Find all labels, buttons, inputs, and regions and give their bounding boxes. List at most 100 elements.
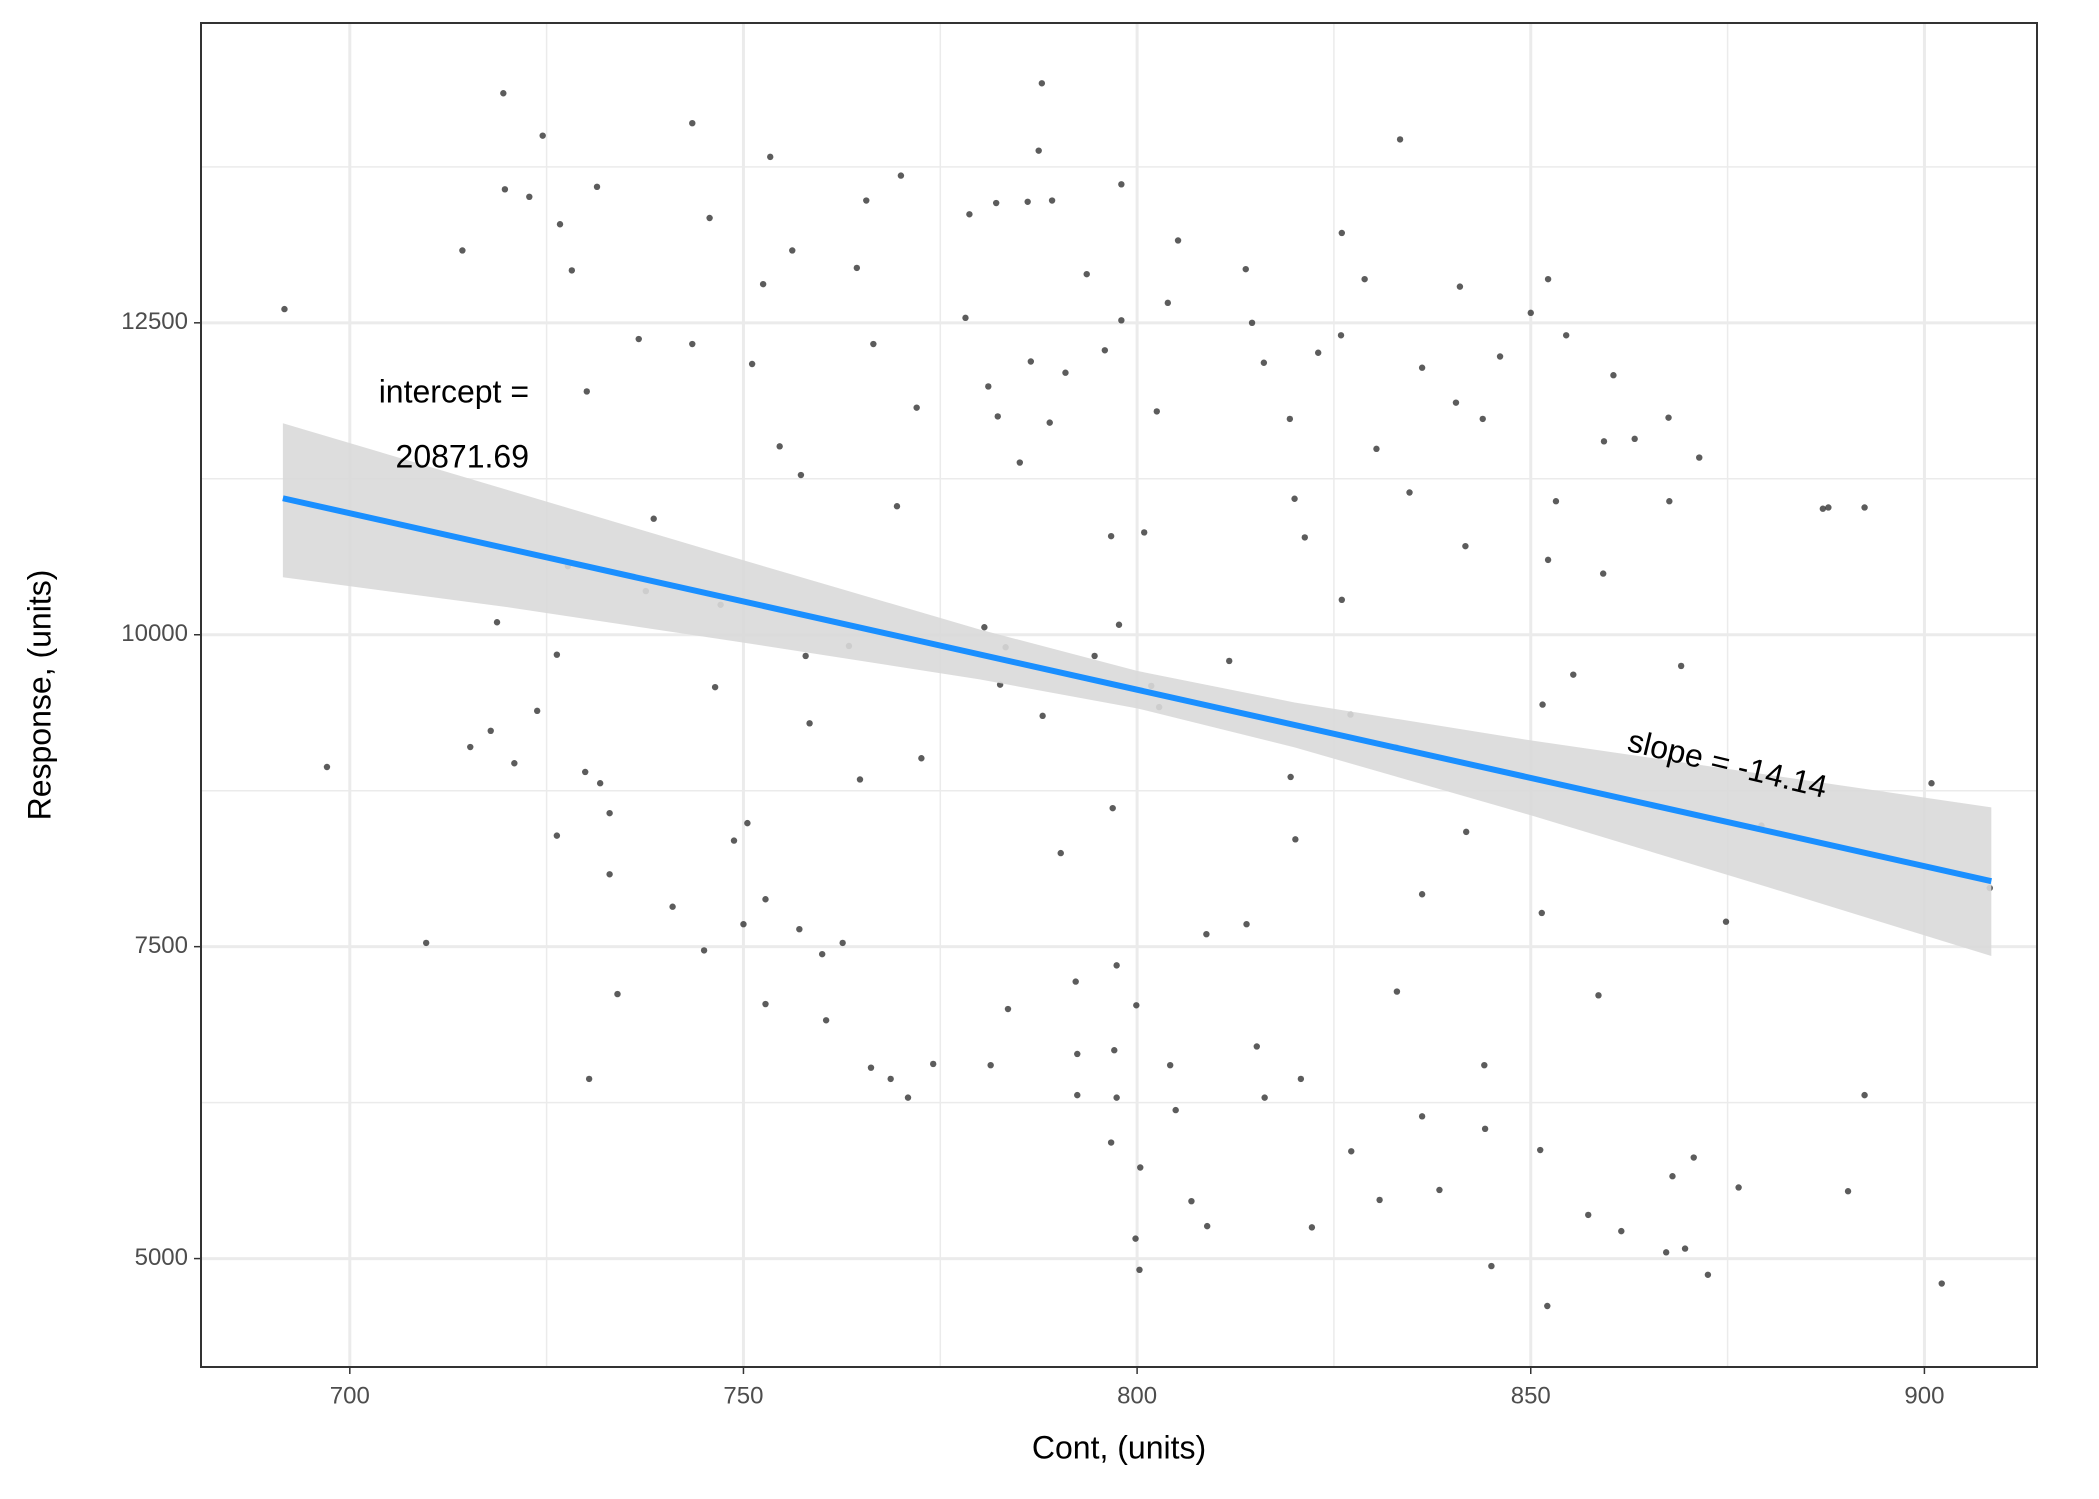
point: [797, 471, 805, 479]
point: [1038, 80, 1046, 87]
point: [1544, 275, 1552, 283]
point: [1203, 1222, 1211, 1230]
point: [1631, 435, 1638, 443]
point: [1164, 299, 1172, 307]
point: [1527, 309, 1534, 317]
point: [839, 939, 846, 947]
point: [635, 335, 642, 343]
point: [1260, 359, 1268, 366]
point: [500, 90, 507, 97]
y-tick-label: 5000: [135, 1244, 188, 1271]
point: [929, 1060, 937, 1068]
point: [1101, 347, 1109, 354]
point: [740, 920, 747, 928]
point: [501, 186, 509, 193]
point: [459, 247, 466, 254]
point: [1174, 237, 1182, 244]
point: [1243, 920, 1250, 928]
point: [1253, 1043, 1260, 1050]
point: [1297, 1075, 1305, 1083]
point: [1938, 1280, 1945, 1287]
point: [1544, 1302, 1551, 1310]
point: [1039, 712, 1046, 720]
point: [1462, 542, 1469, 550]
point: [1118, 317, 1125, 324]
point: [1825, 504, 1832, 511]
point: [1109, 804, 1116, 812]
point: [1083, 270, 1090, 278]
point: [1226, 657, 1233, 665]
point: [1544, 556, 1552, 564]
point: [994, 413, 1001, 420]
point: [918, 755, 925, 762]
point: [966, 211, 973, 218]
point: [1488, 1262, 1495, 1270]
point: [1418, 364, 1426, 371]
point: [553, 651, 561, 658]
point: [1393, 988, 1401, 995]
point: [1166, 1061, 1174, 1069]
point: [1286, 415, 1294, 423]
point: [1496, 353, 1504, 360]
point: [511, 760, 518, 767]
point: [689, 119, 696, 127]
y-axis-title: Response, (units): [21, 570, 57, 821]
point: [981, 624, 988, 631]
point: [533, 707, 541, 715]
point: [1115, 621, 1123, 628]
point: [1669, 1173, 1676, 1180]
point: [556, 221, 564, 228]
point: [759, 280, 767, 288]
point: [1552, 498, 1560, 505]
point: [1418, 891, 1426, 898]
point: [1048, 197, 1056, 204]
point: [593, 183, 601, 191]
point: [669, 903, 676, 910]
point: [467, 743, 474, 751]
point: [1338, 596, 1346, 604]
point: [281, 305, 288, 313]
point: [1072, 978, 1079, 985]
point: [1418, 1113, 1426, 1120]
point: [1436, 1186, 1443, 1194]
point: [422, 939, 430, 947]
point: [796, 925, 803, 933]
point: [1136, 1266, 1143, 1274]
point: [1538, 909, 1545, 917]
point: [904, 1094, 912, 1101]
point: [985, 383, 992, 390]
point: [487, 727, 494, 735]
y-tick-label: 10000: [121, 620, 188, 647]
point: [987, 1061, 994, 1069]
point: [1376, 1196, 1383, 1204]
point: [730, 837, 738, 844]
point: [1337, 332, 1345, 339]
point: [762, 1000, 769, 1008]
point: [1618, 1227, 1625, 1235]
point: [585, 1075, 593, 1083]
point: [776, 443, 783, 450]
point: [1595, 992, 1602, 999]
point: [1481, 1125, 1489, 1133]
point: [1666, 498, 1673, 505]
point: [323, 763, 331, 771]
point: [822, 1017, 830, 1024]
x-tick-label: 800: [1117, 1382, 1157, 1409]
point: [1861, 1091, 1868, 1099]
point: [1024, 198, 1031, 205]
x-tick-label: 750: [723, 1382, 763, 1409]
point: [1261, 1094, 1268, 1101]
point: [992, 199, 1000, 207]
point: [1928, 780, 1935, 787]
point: [583, 388, 590, 395]
point: [1188, 1197, 1195, 1205]
point: [1844, 1188, 1852, 1195]
point: [887, 1075, 894, 1083]
point: [493, 619, 501, 626]
x-tick-label: 900: [1904, 1382, 1944, 1409]
point: [762, 896, 769, 903]
point: [1091, 652, 1098, 660]
point: [1113, 962, 1120, 969]
